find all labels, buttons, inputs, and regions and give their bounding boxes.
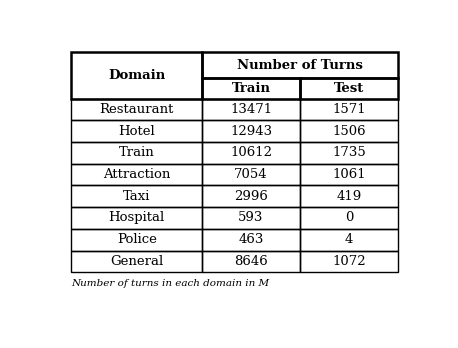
Bar	[202, 142, 300, 164]
Bar	[202, 78, 300, 98]
Text: Police: Police	[117, 233, 157, 246]
Bar	[71, 120, 202, 142]
Text: Hospital: Hospital	[109, 212, 165, 224]
Text: Taxi: Taxi	[123, 190, 150, 203]
Bar	[202, 164, 300, 185]
Text: 4: 4	[345, 233, 353, 246]
Text: 7054: 7054	[234, 168, 268, 181]
Text: 8646: 8646	[234, 255, 268, 268]
Bar	[71, 207, 202, 229]
Text: Restaurant: Restaurant	[99, 103, 174, 116]
Text: Test: Test	[334, 82, 364, 95]
Bar	[71, 229, 202, 251]
Bar	[300, 229, 398, 251]
Bar	[71, 142, 202, 164]
Bar	[202, 53, 398, 78]
Bar	[202, 98, 300, 120]
Bar	[300, 78, 398, 98]
Bar	[71, 251, 202, 272]
Text: Attraction: Attraction	[103, 168, 170, 181]
Bar	[71, 98, 202, 120]
Text: Train: Train	[119, 147, 155, 159]
Bar	[71, 185, 202, 207]
Text: 1061: 1061	[332, 168, 366, 181]
Text: 1072: 1072	[332, 255, 366, 268]
Bar	[300, 185, 398, 207]
Bar	[300, 251, 398, 272]
Text: Train: Train	[232, 82, 271, 95]
Text: 593: 593	[238, 212, 264, 224]
Text: Number of turns in each domain in M: Number of turns in each domain in M	[71, 279, 270, 288]
Bar	[300, 164, 398, 185]
Bar	[202, 120, 300, 142]
Bar	[300, 98, 398, 120]
Text: 0: 0	[345, 212, 353, 224]
Text: General: General	[110, 255, 164, 268]
Bar	[202, 251, 300, 272]
Bar	[300, 142, 398, 164]
Text: 10612: 10612	[230, 147, 272, 159]
Text: 1735: 1735	[332, 147, 366, 159]
Text: 13471: 13471	[230, 103, 272, 116]
Text: 463: 463	[238, 233, 264, 246]
Bar	[300, 120, 398, 142]
Text: Hotel: Hotel	[118, 125, 155, 138]
Bar	[300, 207, 398, 229]
Bar	[71, 53, 202, 98]
Bar	[202, 185, 300, 207]
Text: Domain: Domain	[108, 69, 165, 82]
Text: 419: 419	[336, 190, 362, 203]
Text: 1506: 1506	[332, 125, 366, 138]
Bar	[71, 164, 202, 185]
Bar	[202, 229, 300, 251]
Bar	[202, 207, 300, 229]
Text: 2996: 2996	[234, 190, 268, 203]
Text: 12943: 12943	[230, 125, 272, 138]
Text: 1571: 1571	[332, 103, 366, 116]
Text: Number of Turns: Number of Turns	[237, 58, 363, 72]
